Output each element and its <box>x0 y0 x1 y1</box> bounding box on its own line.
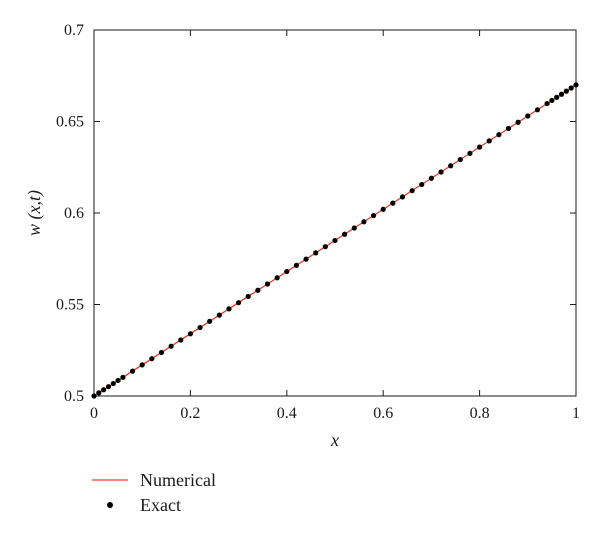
exact-data-point <box>563 88 569 94</box>
y-tick-label: 0.65 <box>56 114 84 131</box>
exact-data-point <box>101 387 107 393</box>
exact-data-point <box>351 225 357 231</box>
exact-data-point <box>105 384 112 390</box>
exact-data-point <box>197 324 203 331</box>
legend: Numerical Exact <box>92 470 216 515</box>
exact-data-point <box>409 188 415 194</box>
legend-exact-label: Exact <box>140 495 181 515</box>
x-tick-label: 1 <box>572 405 580 422</box>
exact-data-point <box>236 300 242 306</box>
exact-data-point <box>361 219 367 225</box>
x-axis-ticks: 0 0.2 0.4 0.6 0.8 1 <box>90 30 580 422</box>
exact-data-point <box>332 237 338 244</box>
exact-data-point <box>245 293 251 300</box>
exact-data-point <box>505 125 512 132</box>
exact-data-point <box>115 377 121 384</box>
exact-data-point <box>428 175 434 181</box>
exact-data-point <box>187 331 193 337</box>
plot-area <box>93 29 577 397</box>
exact-data-point <box>178 337 184 343</box>
exact-data-point <box>342 231 348 237</box>
exact-data-point <box>573 82 579 88</box>
exact-data-point <box>284 268 290 275</box>
exact-data-point <box>91 393 97 399</box>
exact-data-point <box>370 212 377 219</box>
exact-data-point <box>313 250 319 256</box>
y-tick-label: 0.55 <box>56 297 84 314</box>
exact-data-point <box>168 343 174 349</box>
x-tick-label: 0.6 <box>373 405 393 422</box>
exact-data-point <box>568 85 574 91</box>
legend-numerical-label: Numerical <box>140 470 216 490</box>
exact-data-point <box>544 100 550 107</box>
exact-data-point <box>96 390 102 396</box>
exact-data-point <box>448 163 454 169</box>
exact-data-point <box>264 281 271 287</box>
legend-exact-swatch <box>107 502 113 508</box>
x-tick-label: 0.4 <box>277 405 297 422</box>
exact-data-point <box>129 368 136 374</box>
x-tick-label: 0 <box>90 405 98 422</box>
exact-data-point <box>158 349 165 356</box>
exact-data-point <box>419 181 425 188</box>
exact-data-point <box>457 156 463 163</box>
exact-data-point <box>549 97 555 104</box>
exact-data-point <box>274 275 280 281</box>
exact-data-point <box>558 91 565 97</box>
y-tick-label: 0.6 <box>64 205 84 222</box>
exact-data-point <box>139 362 145 368</box>
exact-data-point <box>467 150 473 156</box>
exact-data-point <box>226 306 232 312</box>
x-axis-title: x <box>330 430 339 450</box>
exact-data-point <box>438 169 444 175</box>
exact-data-point <box>255 287 261 293</box>
exact-data-point <box>293 262 300 268</box>
y-tick-label: 0.5 <box>64 388 84 405</box>
exact-data-point <box>322 244 328 250</box>
exact-data-point <box>380 206 386 212</box>
exact-data-point <box>303 256 309 262</box>
exact-data-point <box>207 318 213 324</box>
y-axis-title: w (x,t) <box>24 190 45 236</box>
exact-data-point <box>149 356 155 362</box>
y-axis-ticks: 0.5 0.55 0.6 0.65 0.7 <box>56 22 576 405</box>
exact-data-point <box>525 113 531 119</box>
exact-data-point <box>399 194 406 200</box>
exact-data-point <box>390 200 396 206</box>
x-tick-label: 0.2 <box>180 405 200 422</box>
exact-data-point <box>110 380 116 387</box>
exact-data-point <box>120 374 126 380</box>
exact-data-point <box>477 144 483 150</box>
exact-data-point <box>515 119 521 125</box>
x-tick-label: 0.8 <box>470 405 490 422</box>
exact-data-point <box>496 132 502 138</box>
series-layer <box>91 82 579 399</box>
plot-frame <box>93 29 577 397</box>
y-tick-label: 0.7 <box>64 22 84 39</box>
exact-data-point <box>534 107 541 113</box>
exact-data-point <box>486 138 492 144</box>
exact-data-point <box>216 312 222 318</box>
exact-data-point <box>554 94 560 100</box>
